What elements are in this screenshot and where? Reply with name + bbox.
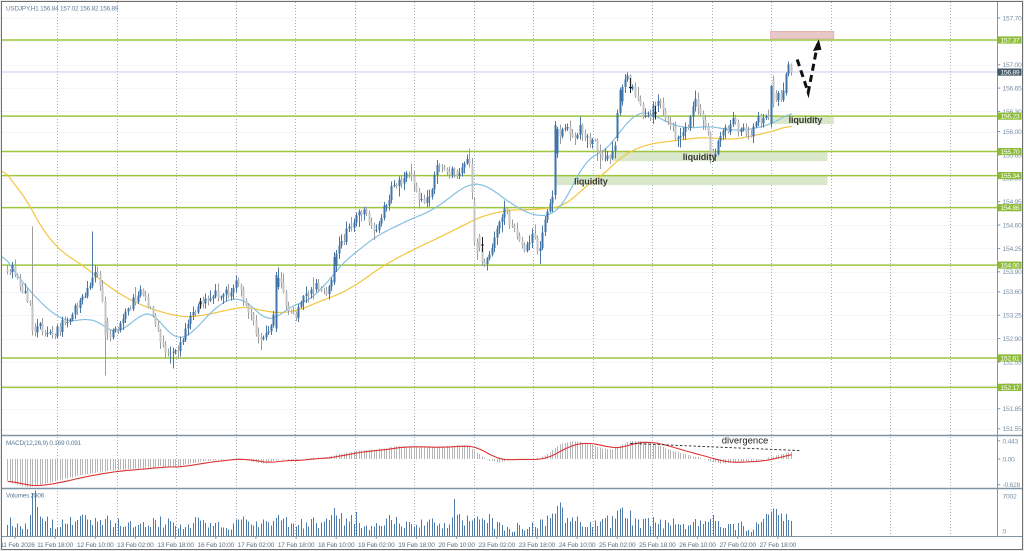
svg-text:25 Feb 02:00: 25 Feb 02:00	[599, 542, 636, 549]
svg-text:23 Feb 18:00: 23 Feb 18:00	[519, 542, 556, 549]
svg-text:-0.628: -0.628	[1003, 482, 1021, 489]
svg-text:151.85: 151.85	[1003, 406, 1023, 413]
svg-text:18 Feb 10:00: 18 Feb 10:00	[318, 542, 355, 549]
svg-text:152.17: 152.17	[1000, 385, 1020, 392]
svg-text:7002: 7002	[1003, 493, 1017, 500]
svg-text:156.30: 156.30	[1003, 109, 1023, 116]
svg-text:155.34: 155.34	[1000, 173, 1020, 180]
svg-text:154.95: 154.95	[1003, 199, 1023, 206]
svg-text:liquidity: liquidity	[789, 115, 823, 125]
svg-text:153.60: 153.60	[1003, 289, 1023, 296]
svg-text:157.00: 157.00	[1003, 62, 1023, 69]
svg-text:divergence: divergence	[722, 436, 768, 447]
svg-text:153.90: 153.90	[1003, 269, 1023, 276]
svg-text:MACD(12,26,9) 0.169 0.091: MACD(12,26,9) 0.169 0.091	[6, 440, 82, 447]
svg-text:155.65: 155.65	[1003, 152, 1023, 159]
svg-text:152.55: 152.55	[1003, 359, 1023, 366]
svg-text:11 Feb 2026: 11 Feb 2026	[0, 542, 35, 549]
svg-text:156.23: 156.23	[1000, 114, 1020, 121]
svg-text:157.70: 157.70	[1003, 15, 1023, 22]
svg-text:11 Feb 18:00: 11 Feb 18:00	[37, 542, 74, 549]
svg-text:156.89: 156.89	[1000, 69, 1020, 76]
svg-text:155.70: 155.70	[1000, 149, 1020, 156]
svg-text:liquidity: liquidity	[574, 176, 608, 186]
svg-text:152.61: 152.61	[1000, 355, 1020, 362]
svg-text:153.25: 153.25	[1003, 313, 1023, 320]
svg-text:16 Feb 10:00: 16 Feb 10:00	[198, 542, 235, 549]
svg-text:17 Feb 02:00: 17 Feb 02:00	[238, 542, 275, 549]
svg-text:0: 0	[1003, 529, 1007, 536]
svg-text:12 Feb 10:00: 12 Feb 10:00	[77, 542, 114, 549]
svg-text:151.55: 151.55	[1003, 426, 1023, 433]
svg-text:25 Feb 18:00: 25 Feb 18:00	[639, 542, 676, 549]
svg-text:152.90: 152.90	[1003, 336, 1023, 343]
svg-text:20 Feb 10:00: 20 Feb 10:00	[438, 542, 475, 549]
svg-text:154.86: 154.86	[1000, 205, 1020, 212]
svg-text:26 Feb 10:00: 26 Feb 10:00	[679, 542, 716, 549]
svg-text:154.60: 154.60	[1003, 222, 1023, 229]
svg-text:24 Feb 10:00: 24 Feb 10:00	[559, 542, 596, 549]
svg-text:USDJPY,H1 156.84 157.02 156.8: USDJPY,H1 156.84 157.02 156.82 156.89	[6, 6, 119, 13]
svg-text:Volumes 2806: Volumes 2806	[6, 493, 45, 500]
svg-text:19 Feb 18:00: 19 Feb 18:00	[398, 542, 435, 549]
svg-text:156.00: 156.00	[1003, 129, 1023, 136]
svg-text:0.00: 0.00	[1003, 456, 1016, 463]
svg-text:27 Feb 02:00: 27 Feb 02:00	[719, 542, 756, 549]
svg-text:156.65: 156.65	[1003, 86, 1023, 93]
svg-text:27 Feb 18:00: 27 Feb 18:00	[760, 542, 797, 549]
svg-text:0.443: 0.443	[1003, 438, 1019, 445]
svg-text:154.00: 154.00	[1000, 263, 1020, 270]
svg-text:19 Feb 02:00: 19 Feb 02:00	[358, 542, 395, 549]
svg-text:23 Feb 02:00: 23 Feb 02:00	[479, 542, 516, 549]
svg-text:17 Feb 18:00: 17 Feb 18:00	[278, 542, 315, 549]
svg-text:13 Feb 02:00: 13 Feb 02:00	[117, 542, 154, 549]
svg-text:13 Feb 18:00: 13 Feb 18:00	[157, 542, 194, 549]
svg-text:liquidity: liquidity	[683, 152, 717, 162]
svg-text:154.25: 154.25	[1003, 246, 1023, 253]
svg-text:157.37: 157.37	[1000, 37, 1020, 44]
